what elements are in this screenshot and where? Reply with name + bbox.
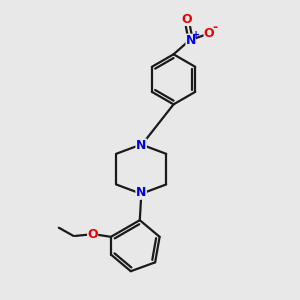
Text: +: + [192, 30, 200, 40]
Text: N: N [136, 139, 146, 152]
Text: N: N [185, 34, 196, 47]
Text: O: O [182, 13, 192, 26]
Text: O: O [87, 228, 98, 241]
Text: O: O [204, 27, 214, 40]
Text: -: - [213, 21, 218, 34]
Text: N: N [136, 186, 146, 199]
